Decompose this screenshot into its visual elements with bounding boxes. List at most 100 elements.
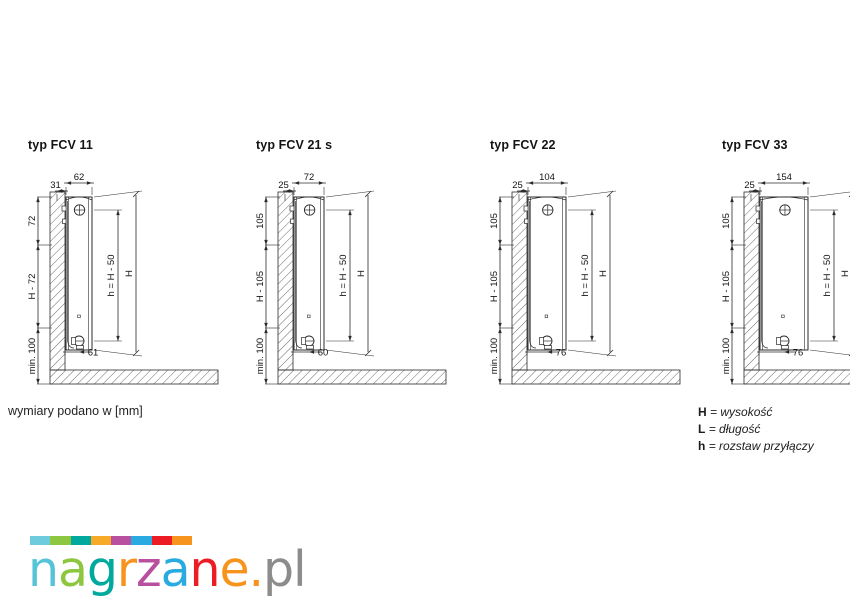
- drawing-rect: [76, 345, 84, 350]
- dimension-arrow: [264, 322, 268, 328]
- dimension-arrow: [116, 210, 120, 216]
- dimension-depth-total: 72: [304, 172, 315, 183]
- dimension-arrow: [730, 322, 734, 328]
- technical-drawing: 62 31 72 H - 72 min. 100 h = H - 50 H 61: [28, 170, 243, 420]
- dimension-arrow: [264, 378, 268, 384]
- dimension-arrow: [519, 189, 525, 193]
- dimension-floor-clearance: min. 100: [490, 338, 500, 374]
- legend-equals: =: [708, 439, 716, 453]
- drawing-rect: [289, 205, 295, 212]
- technical-drawing: 104 25 105 H - 105 min. 100 h = H - 50 H 76: [490, 170, 705, 420]
- logo-wordmark: nagrzane.pl: [28, 545, 307, 594]
- dimension-arrow: [832, 335, 836, 341]
- drawing-rect: [527, 196, 567, 351]
- dimension-arrow: [36, 239, 40, 245]
- dimension-height: H: [356, 270, 367, 277]
- dimension-depth-offset: 31: [50, 180, 61, 191]
- legend-row-l-length: L = długość: [698, 421, 814, 438]
- logo-letter: r: [116, 541, 137, 598]
- dimension-arrow: [116, 335, 120, 341]
- radiator-top-cap: [527, 196, 567, 201]
- dimension-arrow: [86, 181, 92, 185]
- dimension-floor-clearance: min. 100: [722, 338, 732, 374]
- dimension-arrow: [36, 245, 40, 251]
- drawing-rect: [49, 369, 219, 385]
- drawing-rect: [277, 369, 447, 385]
- legend-text: wysokość: [720, 405, 773, 419]
- legend: H = wysokość L = długość h = rozstaw prz…: [698, 404, 814, 455]
- drawing-rect: [511, 369, 681, 385]
- drawing-rect: [62, 218, 67, 224]
- dimension-depth-offset: 25: [744, 180, 755, 191]
- radiator-top-cap: [65, 196, 93, 201]
- drawing-line: [567, 190, 617, 198]
- dimension-mid: H - 72: [28, 274, 38, 300]
- drawing-rect: [293, 196, 325, 351]
- drawing-rect: [524, 218, 529, 224]
- dimension-arrow: [784, 350, 790, 354]
- drawing-rect: [65, 196, 93, 351]
- drawing-line: [809, 349, 850, 356]
- dimension-arrow: [36, 328, 40, 334]
- connection-pipe: [529, 201, 537, 349]
- units-note: wymiary podano w [mm]: [8, 404, 143, 418]
- dimension-arrow: [264, 245, 268, 251]
- dimension-depth-offset: 25: [512, 180, 523, 191]
- dimension-top: 72: [28, 216, 38, 227]
- dimension-height: H: [840, 270, 850, 277]
- dimension-connection-spacing: h = H - 50: [822, 255, 833, 297]
- dimension-arrow: [760, 181, 766, 185]
- drawing-rect: [77, 314, 81, 318]
- drawing-line: [93, 190, 143, 198]
- logo-letter: a: [57, 541, 88, 598]
- diagram-title: typ FCV 22: [490, 138, 556, 152]
- legend-symbol: H: [698, 405, 707, 419]
- technical-drawing: 154 25 105 H - 105 min. 100 h = H - 50 H 76: [722, 170, 850, 420]
- logo-bar-segment: [70, 536, 91, 545]
- diagram-title: typ FCV 33: [722, 138, 788, 152]
- drawing-rect: [544, 345, 552, 350]
- dimension-height: H: [124, 270, 135, 277]
- dimension-arrow: [590, 210, 594, 216]
- logo-bar-segment: [90, 536, 111, 545]
- drawing-rect: [781, 345, 789, 350]
- logo-letter: g: [86, 541, 118, 598]
- logo-letter: .: [248, 541, 265, 598]
- connection-pipe: [761, 201, 769, 349]
- dimension-arrow: [498, 197, 502, 203]
- dimension-arrow: [498, 245, 502, 251]
- drawing-line: [809, 191, 850, 198]
- logo-letter: z: [135, 541, 162, 598]
- drawing-line: [364, 190, 372, 198]
- drawing-line: [567, 349, 617, 357]
- dimension-arrow: [285, 189, 291, 193]
- dimension-top: 105: [490, 213, 500, 229]
- dimension-floor-clearance: min. 100: [256, 338, 266, 374]
- dimension-arrow: [57, 189, 63, 193]
- drawing-rect: [776, 337, 781, 345]
- dimension-arrow: [79, 350, 85, 354]
- dimension-arrow: [348, 210, 352, 216]
- logo-bar-segment: [151, 536, 172, 545]
- dimension-arrow: [348, 335, 352, 341]
- dimension-connection-spacing: h = H - 50: [106, 255, 117, 297]
- dimension-arrow: [36, 322, 40, 328]
- drawing-rect: [759, 196, 809, 351]
- radiator-top-cap: [293, 196, 325, 201]
- drawing-line: [132, 190, 140, 198]
- drawing-rect: [539, 337, 544, 345]
- logo-color-bar: [30, 536, 192, 545]
- dimension-arrow: [560, 181, 566, 185]
- dimension-base-offset: 60: [318, 348, 329, 359]
- dimension-arrow: [730, 328, 734, 334]
- legend-equals: =: [710, 405, 718, 419]
- nagrzane-logo[interactable]: nagrzane.pl: [28, 536, 307, 594]
- dimension-arrow: [832, 210, 836, 216]
- legend-row-h-height: H = wysokość: [698, 404, 814, 421]
- dimension-top: 105: [256, 213, 266, 229]
- logo-bar-segment: [111, 536, 132, 545]
- logo-bar-segment: [131, 536, 152, 545]
- dimension-arrow: [264, 328, 268, 334]
- dimension-connection-spacing: h = H - 50: [338, 255, 349, 297]
